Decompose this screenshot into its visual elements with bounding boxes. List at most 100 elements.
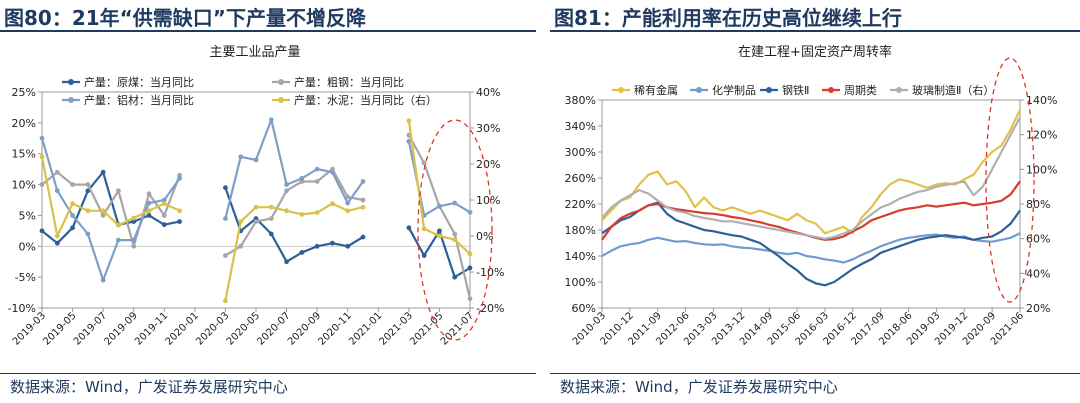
right-axis-tick-label: 40% [1026, 267, 1050, 280]
series-point [177, 176, 182, 181]
legend-label: 玻璃制造Ⅱ（右） [912, 83, 994, 97]
series-point [85, 208, 91, 214]
series-point [345, 200, 351, 206]
series-point [131, 243, 137, 249]
series-point [284, 188, 289, 194]
right-axis-tick-label: 60% [1026, 233, 1050, 246]
right-axis-tick-label: 80% [1026, 198, 1050, 211]
series-point [330, 201, 335, 207]
figure-heading: 图81：产能利用率在历史高位继续上行 [554, 6, 902, 30]
series-point [100, 208, 106, 214]
series-point [39, 182, 45, 187]
series-point [116, 222, 121, 228]
left-axis-tick-label: 100% [565, 276, 596, 289]
series-line [40, 118, 471, 282]
series-point [100, 169, 106, 175]
right-axis-tick-label: 100% [1026, 163, 1057, 176]
series-point [314, 210, 320, 216]
series-point [314, 166, 320, 172]
left-axis-tick-label: 140% [565, 250, 596, 263]
left-axis-tick-label: 260% [565, 172, 596, 185]
series-point [253, 157, 259, 163]
series-line [41, 171, 471, 279]
series-point [100, 213, 106, 218]
series-point [131, 219, 137, 225]
left-axis-tick-label: 25% [12, 86, 36, 99]
figure-heading: 图80：21年“供需缺口”下产量不增反降 [4, 6, 366, 30]
legend-marker [68, 97, 74, 103]
legend-marker [618, 87, 624, 93]
series-point [223, 298, 228, 304]
legend-label: 产量：原煤：当月同比 [84, 75, 194, 89]
series-point [85, 231, 91, 237]
series-point [437, 203, 442, 209]
series-point [284, 208, 289, 214]
series-point [146, 200, 152, 206]
series-line [601, 201, 1021, 287]
heading-rule [550, 30, 1080, 32]
legend-item: 稀有金属 [612, 83, 678, 97]
series-point [421, 226, 427, 232]
series-point [406, 138, 412, 144]
series-point [421, 160, 427, 166]
series-point [54, 169, 60, 175]
series-point [345, 208, 351, 214]
left-axis-tick-label: 5% [19, 209, 36, 222]
series-point [314, 243, 320, 249]
legend-item: 玻璃制造Ⅱ（右） [890, 83, 994, 97]
panel-utilization: 图81：产能利用率在历史高位继续上行 在建工程+固定资产周转率 60% 100% 14… [550, 0, 1080, 403]
legend-item: 周期类 [822, 83, 877, 97]
series-point [161, 197, 167, 203]
series-point [330, 240, 335, 246]
legend-marker [278, 79, 284, 85]
series-point [345, 194, 351, 200]
series-point [467, 265, 473, 271]
series-point [39, 154, 45, 160]
series-point [161, 201, 167, 207]
plot-frame [41, 91, 471, 309]
series-point [116, 188, 121, 194]
legend-label: 稀有金属 [634, 83, 678, 97]
right-axis-tick-label: 20% [476, 158, 500, 171]
right-axis-tick-label: 140% [1026, 94, 1057, 107]
series-point [268, 231, 274, 237]
series-point [146, 208, 152, 214]
data-source: 数据来源：Wind，广发证券发展研究中心 [10, 378, 288, 396]
series-point [223, 216, 228, 221]
legend-marker [278, 97, 284, 103]
series-point [299, 176, 305, 181]
production-chart: 主要工业品产量 -10% -5% 0% 5% 10% 15% 20% 25% -20% -10% 0%… [8, 45, 505, 348]
series-point [39, 135, 45, 141]
series-point [238, 154, 244, 160]
highlight-ellipse [417, 119, 493, 341]
data-source: 数据来源：Wind，广发证券发展研究中心 [560, 378, 838, 396]
legend-marker [696, 87, 702, 93]
series-point [146, 191, 152, 197]
series-point [452, 231, 458, 237]
series-point [406, 118, 412, 124]
legend-item: 产量：铝材：当月同比 [62, 93, 194, 107]
series-point [70, 225, 75, 231]
series-line [601, 109, 1021, 235]
series-point [253, 219, 259, 225]
series-point [39, 228, 45, 234]
right-axis-tick-label: -10% [476, 266, 504, 279]
right-axis-tick-label: 20% [1026, 302, 1050, 315]
left-axis-tick-label: 340% [565, 120, 596, 133]
legend-label: 周期类 [844, 83, 877, 97]
series-point [54, 188, 60, 194]
series-point [452, 274, 458, 280]
left-axis-tick-label: 180% [565, 224, 596, 237]
series-point [437, 228, 442, 234]
series-point [54, 233, 60, 239]
series-point [70, 201, 75, 207]
legend-label: 产量：水泥：当月同比（右） [294, 93, 437, 107]
series-point [406, 225, 412, 231]
series-point [467, 296, 473, 302]
series-point [70, 182, 75, 187]
series-point [437, 233, 442, 239]
series-point [284, 259, 289, 265]
right-axis-tick-label: 0% [476, 230, 493, 243]
panel-production: 图80：21年“供需缺口”下产量不增反降 主要工业品产量 -10% -5% 0% 5% 1… [0, 0, 536, 403]
series-point [360, 234, 366, 240]
